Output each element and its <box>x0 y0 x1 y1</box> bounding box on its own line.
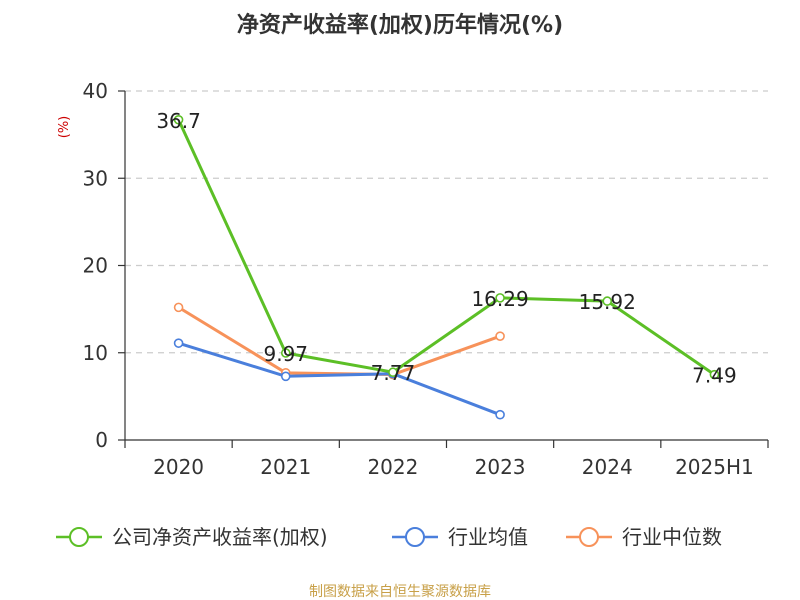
legend[interactable]: 公司净资产收益率(加权) 行业均值 行业中位数 <box>56 525 722 549</box>
data-point[interactable] <box>495 331 505 341</box>
series-line <box>177 306 501 377</box>
y-axis-unit-label: (%) <box>57 116 72 139</box>
data-point[interactable] <box>280 348 291 358</box>
data-label: 7.49 <box>692 364 737 388</box>
data-point[interactable] <box>602 296 613 306</box>
legend-label: 公司净资产收益率(加权) <box>112 525 328 549</box>
data-point[interactable] <box>495 293 505 303</box>
data-point[interactable] <box>280 371 291 382</box>
data-point[interactable] <box>388 367 398 378</box>
x-tick-label: 2023 <box>475 455 526 479</box>
data-label: 7.77 <box>371 361 416 385</box>
y-tick-label: 40 <box>83 79 108 103</box>
data-point[interactable] <box>173 302 184 313</box>
x-tick-label: 2020 <box>153 455 204 479</box>
legend-item[interactable]: 行业均值 <box>392 525 528 549</box>
data-point[interactable] <box>173 338 184 348</box>
series-3 <box>173 302 505 380</box>
legend-item[interactable]: 行业中位数 <box>566 525 722 549</box>
x-tick-label: 2022 <box>367 455 418 479</box>
series-line <box>178 341 501 417</box>
legend-item[interactable]: 公司净资产收益率(加权) <box>56 525 328 549</box>
y-tick-label: 0 <box>95 428 108 452</box>
data-point[interactable] <box>709 369 720 380</box>
legend-label: 行业中位数 <box>622 525 722 549</box>
y-tick-label: 20 <box>83 254 108 278</box>
x-tick-label: 2024 <box>582 455 633 479</box>
legend-marker-icon <box>579 527 599 547</box>
axes: 0 10 20 30 40 2020 2021 2022 2023 2024 2025H1 <box>83 79 769 479</box>
y-tick-label: 10 <box>83 341 108 365</box>
series-1 <box>173 114 720 380</box>
legend-marker-icon <box>69 527 89 547</box>
data-labels: 36.7 9.97 7.77 16.29 15.92 7.49 <box>156 109 736 388</box>
data-label: 15.92 <box>579 290 636 314</box>
source-note: 制图数据来自恒生聚源数据库 <box>309 584 491 600</box>
data-point[interactable] <box>495 409 505 420</box>
x-tick-label: 2025H1 <box>675 455 754 479</box>
legend-marker-icon <box>405 527 425 547</box>
series-lines <box>173 114 720 420</box>
data-point[interactable] <box>173 114 184 125</box>
chart-title: 净资产收益率(加权)历年情况(%) <box>237 12 563 38</box>
data-label: 16.29 <box>471 287 528 311</box>
grid <box>125 90 768 354</box>
data-label: 9.97 <box>263 342 308 366</box>
data-label: 36.7 <box>156 109 201 133</box>
series-line <box>177 119 716 376</box>
y-tick-label: 30 <box>83 166 108 190</box>
x-tick-label: 2021 <box>260 455 311 479</box>
legend-label: 行业均值 <box>448 525 528 549</box>
